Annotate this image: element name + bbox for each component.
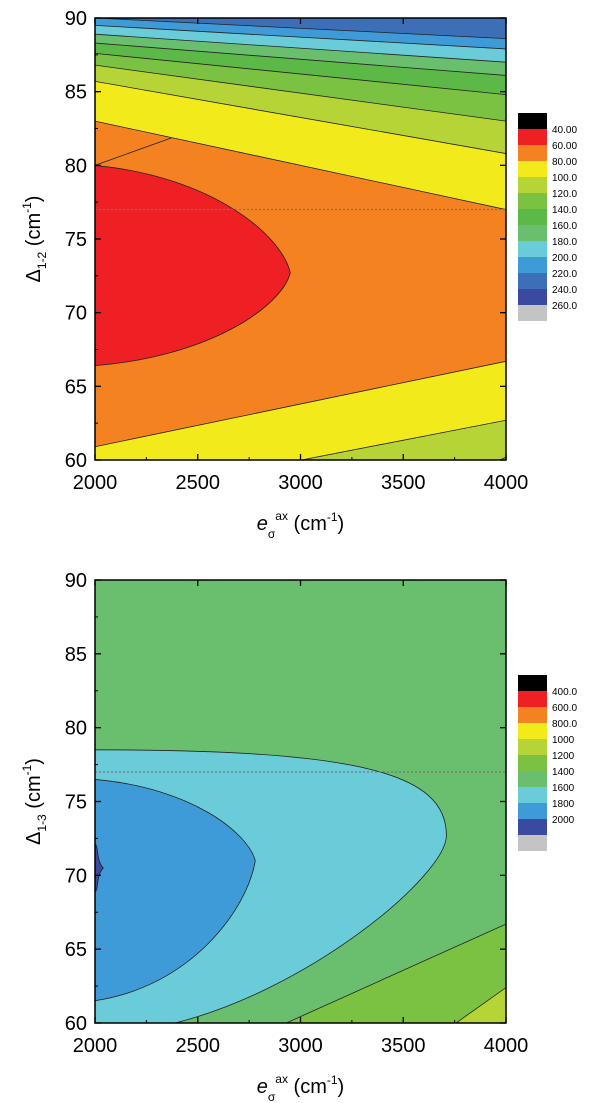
legend-swatch: [518, 129, 547, 145]
contour-band: [299, 419, 506, 460]
y-tick-label: 70: [65, 865, 87, 887]
y-tick-label: 70: [65, 303, 87, 325]
legend-swatch: [518, 835, 547, 851]
legend-swatch: [518, 675, 547, 691]
y-tick-label: 85: [65, 644, 87, 666]
legend-swatch: [518, 755, 547, 771]
legend-label: 80.00: [552, 157, 577, 168]
legend-swatch: [518, 241, 547, 257]
x-tick-label: 2000: [73, 1035, 118, 1057]
legend-swatch: [518, 787, 547, 803]
y-tick-label: 65: [65, 376, 87, 398]
legend-swatch: [518, 707, 547, 723]
legend-label: 600.0: [552, 703, 577, 714]
legend-label: 100.0: [552, 173, 577, 184]
legend-label: 180.0: [552, 237, 577, 248]
legend-swatch: [518, 113, 547, 129]
y-tick-label: 60: [65, 1013, 87, 1035]
x-tick-label: 4000: [484, 472, 529, 494]
legend-label: 60.00: [552, 141, 577, 152]
contour-lobe: [95, 779, 256, 1002]
y-tick-label: 90: [65, 570, 87, 592]
legend-label: 1400: [552, 767, 575, 778]
axes-layer: 2000 2500 3000 3500 4000 60 65 70 75 80 85 90 eσax (…: [20, 8, 528, 541]
legend-label: 120.0: [552, 189, 577, 200]
legend-label: 800.0: [552, 719, 577, 730]
legend-layer: 40.00 60.00 80.00 100.0 120.0 140.0 160.0 180.0…: [518, 113, 577, 321]
contour-lobe: [95, 165, 291, 367]
legend-swatch: [518, 225, 547, 241]
legend-label: 220.0: [552, 269, 577, 280]
x-tick-label: 4000: [484, 1035, 529, 1057]
legend-swatch: [518, 691, 547, 707]
y-axis-title: Δ1-2 (cm-1): [20, 196, 49, 283]
legend-swatch: [518, 177, 547, 193]
y-tick-label: 75: [65, 229, 87, 251]
y-tick-label: 75: [65, 792, 87, 814]
legend-swatch: [518, 771, 547, 787]
x-tick-label: 3000: [278, 472, 323, 494]
y-tick-label: 80: [65, 718, 87, 740]
contour-band: [95, 360, 506, 460]
legend-label: 160.0: [552, 221, 577, 232]
legend-label: 2000: [552, 815, 575, 826]
x-axis-title: eσax (cm-1): [257, 509, 344, 541]
x-tick-label: 3000: [278, 1035, 323, 1057]
legend-label: 240.0: [552, 285, 577, 296]
legend-layer: 400.0 600.0 800.0 1000 1200 1400 1600 1800 2000: [518, 675, 577, 851]
legend-swatch: [518, 273, 547, 289]
x-tick-label: 3500: [381, 472, 426, 494]
legend-swatch: [518, 161, 547, 177]
y-tick-label: 60: [65, 450, 87, 472]
legend-label: 200.0: [552, 253, 577, 264]
legend-swatch: [518, 193, 547, 209]
legend-swatch: [518, 257, 547, 273]
x-axis-title: eσax (cm-1): [257, 1072, 344, 1103]
legend-swatch: [518, 289, 547, 305]
x-tick-label: 2000: [73, 472, 118, 494]
legend-label: 40.00: [552, 125, 577, 136]
legend-swatch: [518, 739, 547, 755]
legend-swatch: [518, 723, 547, 739]
x-tick-label: 3500: [381, 1035, 426, 1057]
plot-layer: [95, 18, 506, 460]
legend-label: 1000: [552, 735, 575, 746]
axes-layer: 2000 2500 3000 3500 4000 60 65 70 75 80 85 90 eσax (…: [20, 570, 528, 1103]
x-tick-label: 2500: [176, 1035, 221, 1057]
y-tick-label: 85: [65, 82, 87, 104]
contour-band: [455, 987, 506, 1023]
legend-swatch: [518, 145, 547, 161]
legend-label: 1800: [552, 799, 575, 810]
x-tick-label: 2500: [176, 472, 221, 494]
legend-swatch: [518, 209, 547, 225]
legend-label: 1600: [552, 783, 575, 794]
y-tick-label: 65: [65, 939, 87, 961]
contour-band: [285, 923, 506, 1023]
y-tick-label: 90: [65, 8, 87, 30]
contour-lobe: [95, 843, 104, 893]
contour-chart-delta-1-2: 40.00 60.00 80.00 100.0 120.0 140.0 160.0 180.0…: [20, 8, 577, 541]
legend-swatch: [518, 803, 547, 819]
contour-chart-delta-1-3: 400.0 600.0 800.0 1000 1200 1400 1600 1800 2000 …: [20, 570, 577, 1103]
plot-layer: [95, 580, 506, 1023]
legend-swatch: [518, 305, 547, 321]
y-tick-label: 80: [65, 155, 87, 177]
legend-label: 140.0: [552, 205, 577, 216]
y-axis-title: Δ1-3 (cm-1): [20, 758, 49, 845]
legend-label: 400.0: [552, 687, 577, 698]
legend-label: 260.0: [552, 301, 577, 312]
legend-swatch: [518, 819, 547, 835]
legend-label: 1200: [552, 751, 575, 762]
